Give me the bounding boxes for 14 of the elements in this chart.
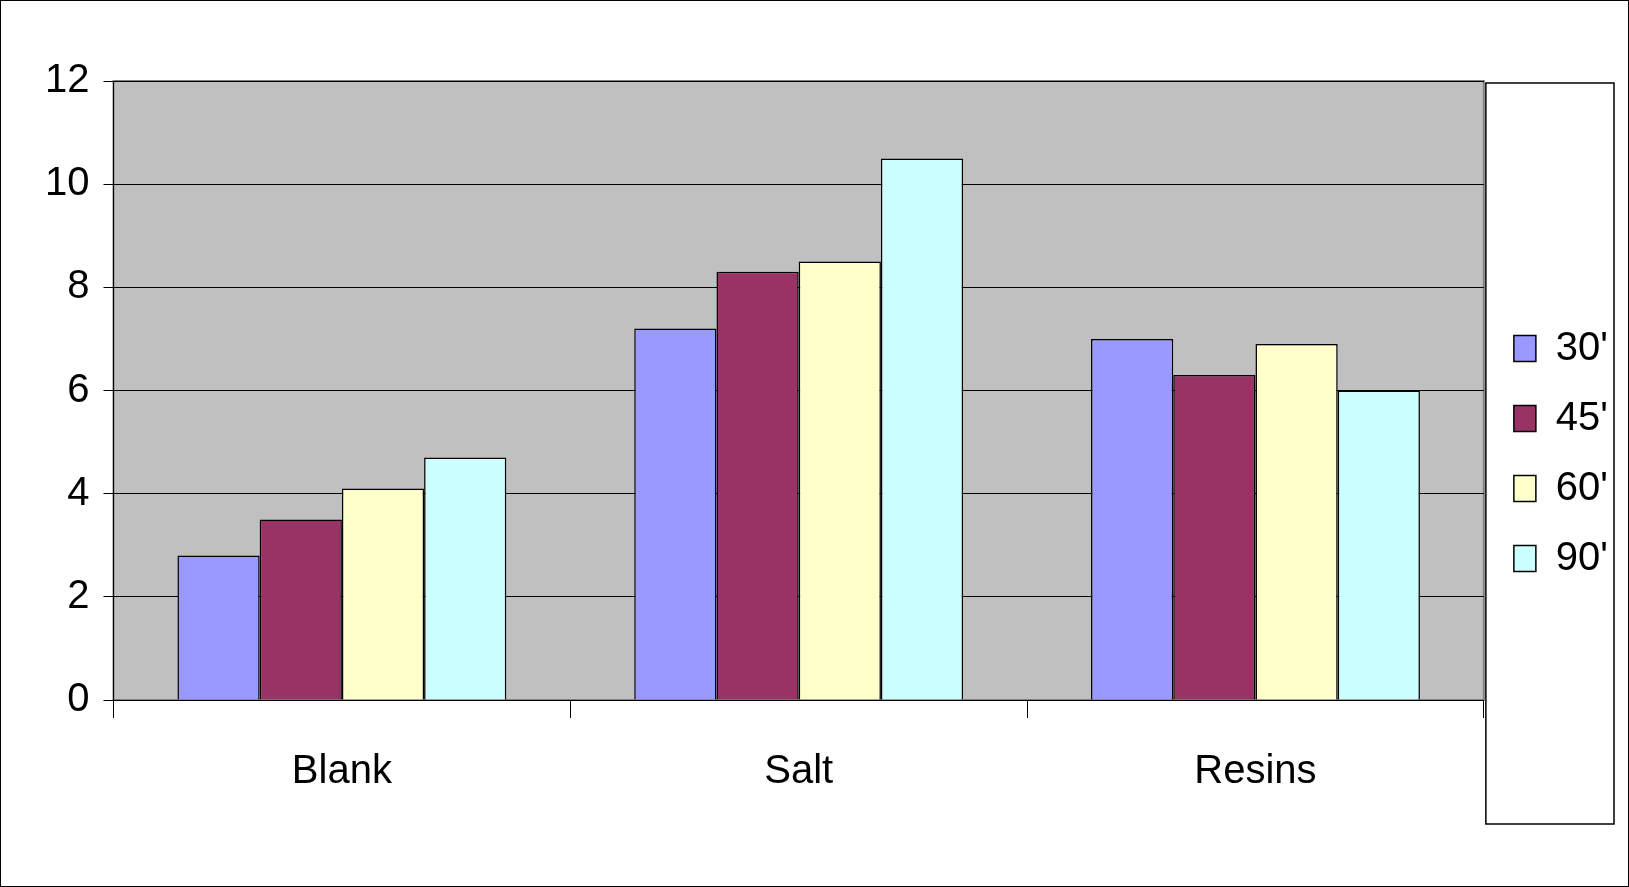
y-tick-label: 12	[44, 56, 90, 101]
y-tick-label: 6	[67, 365, 90, 410]
legend-label: 30'	[1555, 323, 1609, 368]
x-tick-label: Blank	[291, 747, 393, 792]
y-tick-label: 0	[67, 675, 90, 720]
y-tick-label: 2	[67, 571, 90, 616]
y-tick-label: 10	[44, 159, 90, 204]
x-tick-label: Resins	[1194, 747, 1317, 792]
legend-label: 45'	[1555, 393, 1609, 438]
legend-label: 60'	[1555, 463, 1609, 508]
legend-label: 90'	[1555, 533, 1609, 578]
y-tick-label: 8	[67, 262, 90, 307]
y-tick-label: 4	[67, 468, 90, 513]
x-tick-label: Salt	[764, 747, 834, 792]
